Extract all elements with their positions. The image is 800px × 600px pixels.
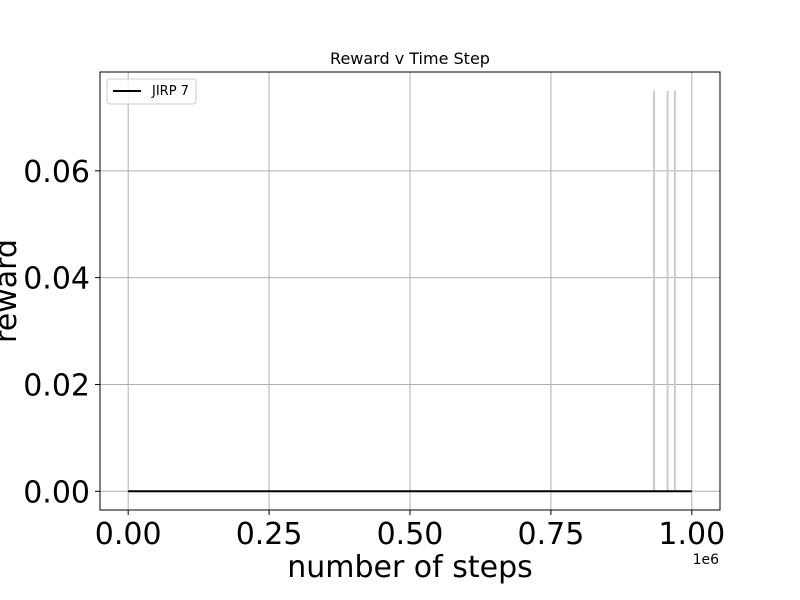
x-tick-label: 1.00	[658, 517, 725, 552]
x-axis-label: number of steps	[287, 550, 533, 585]
reward-spikes	[653, 90, 676, 492]
chart-title: Reward v Time Step	[330, 49, 490, 68]
y-tick-label: 0.02	[23, 368, 90, 403]
x-tick-label: 0.00	[95, 517, 162, 552]
y-tick-label: 0.04	[23, 262, 90, 297]
x-tick-label: 0.75	[518, 517, 585, 552]
y-axis-ticks: 0.00 0.02 0.04 0.06	[23, 155, 100, 510]
x-tick-label: 0.25	[236, 517, 303, 552]
y-tick-label: 0.06	[23, 155, 90, 190]
legend-label: JIRP 7	[151, 84, 189, 99]
y-axis-label: reward	[0, 239, 24, 343]
x-axis-ticks: 0.00 0.25 0.50 0.75 1.00	[95, 510, 725, 552]
x-tick-label: 0.50	[377, 517, 444, 552]
y-tick-label: 0.00	[23, 475, 90, 510]
x-axis-offset-label: 1e6	[693, 552, 720, 568]
legend-box	[106, 78, 197, 105]
legend: JIRP 7	[106, 78, 197, 105]
